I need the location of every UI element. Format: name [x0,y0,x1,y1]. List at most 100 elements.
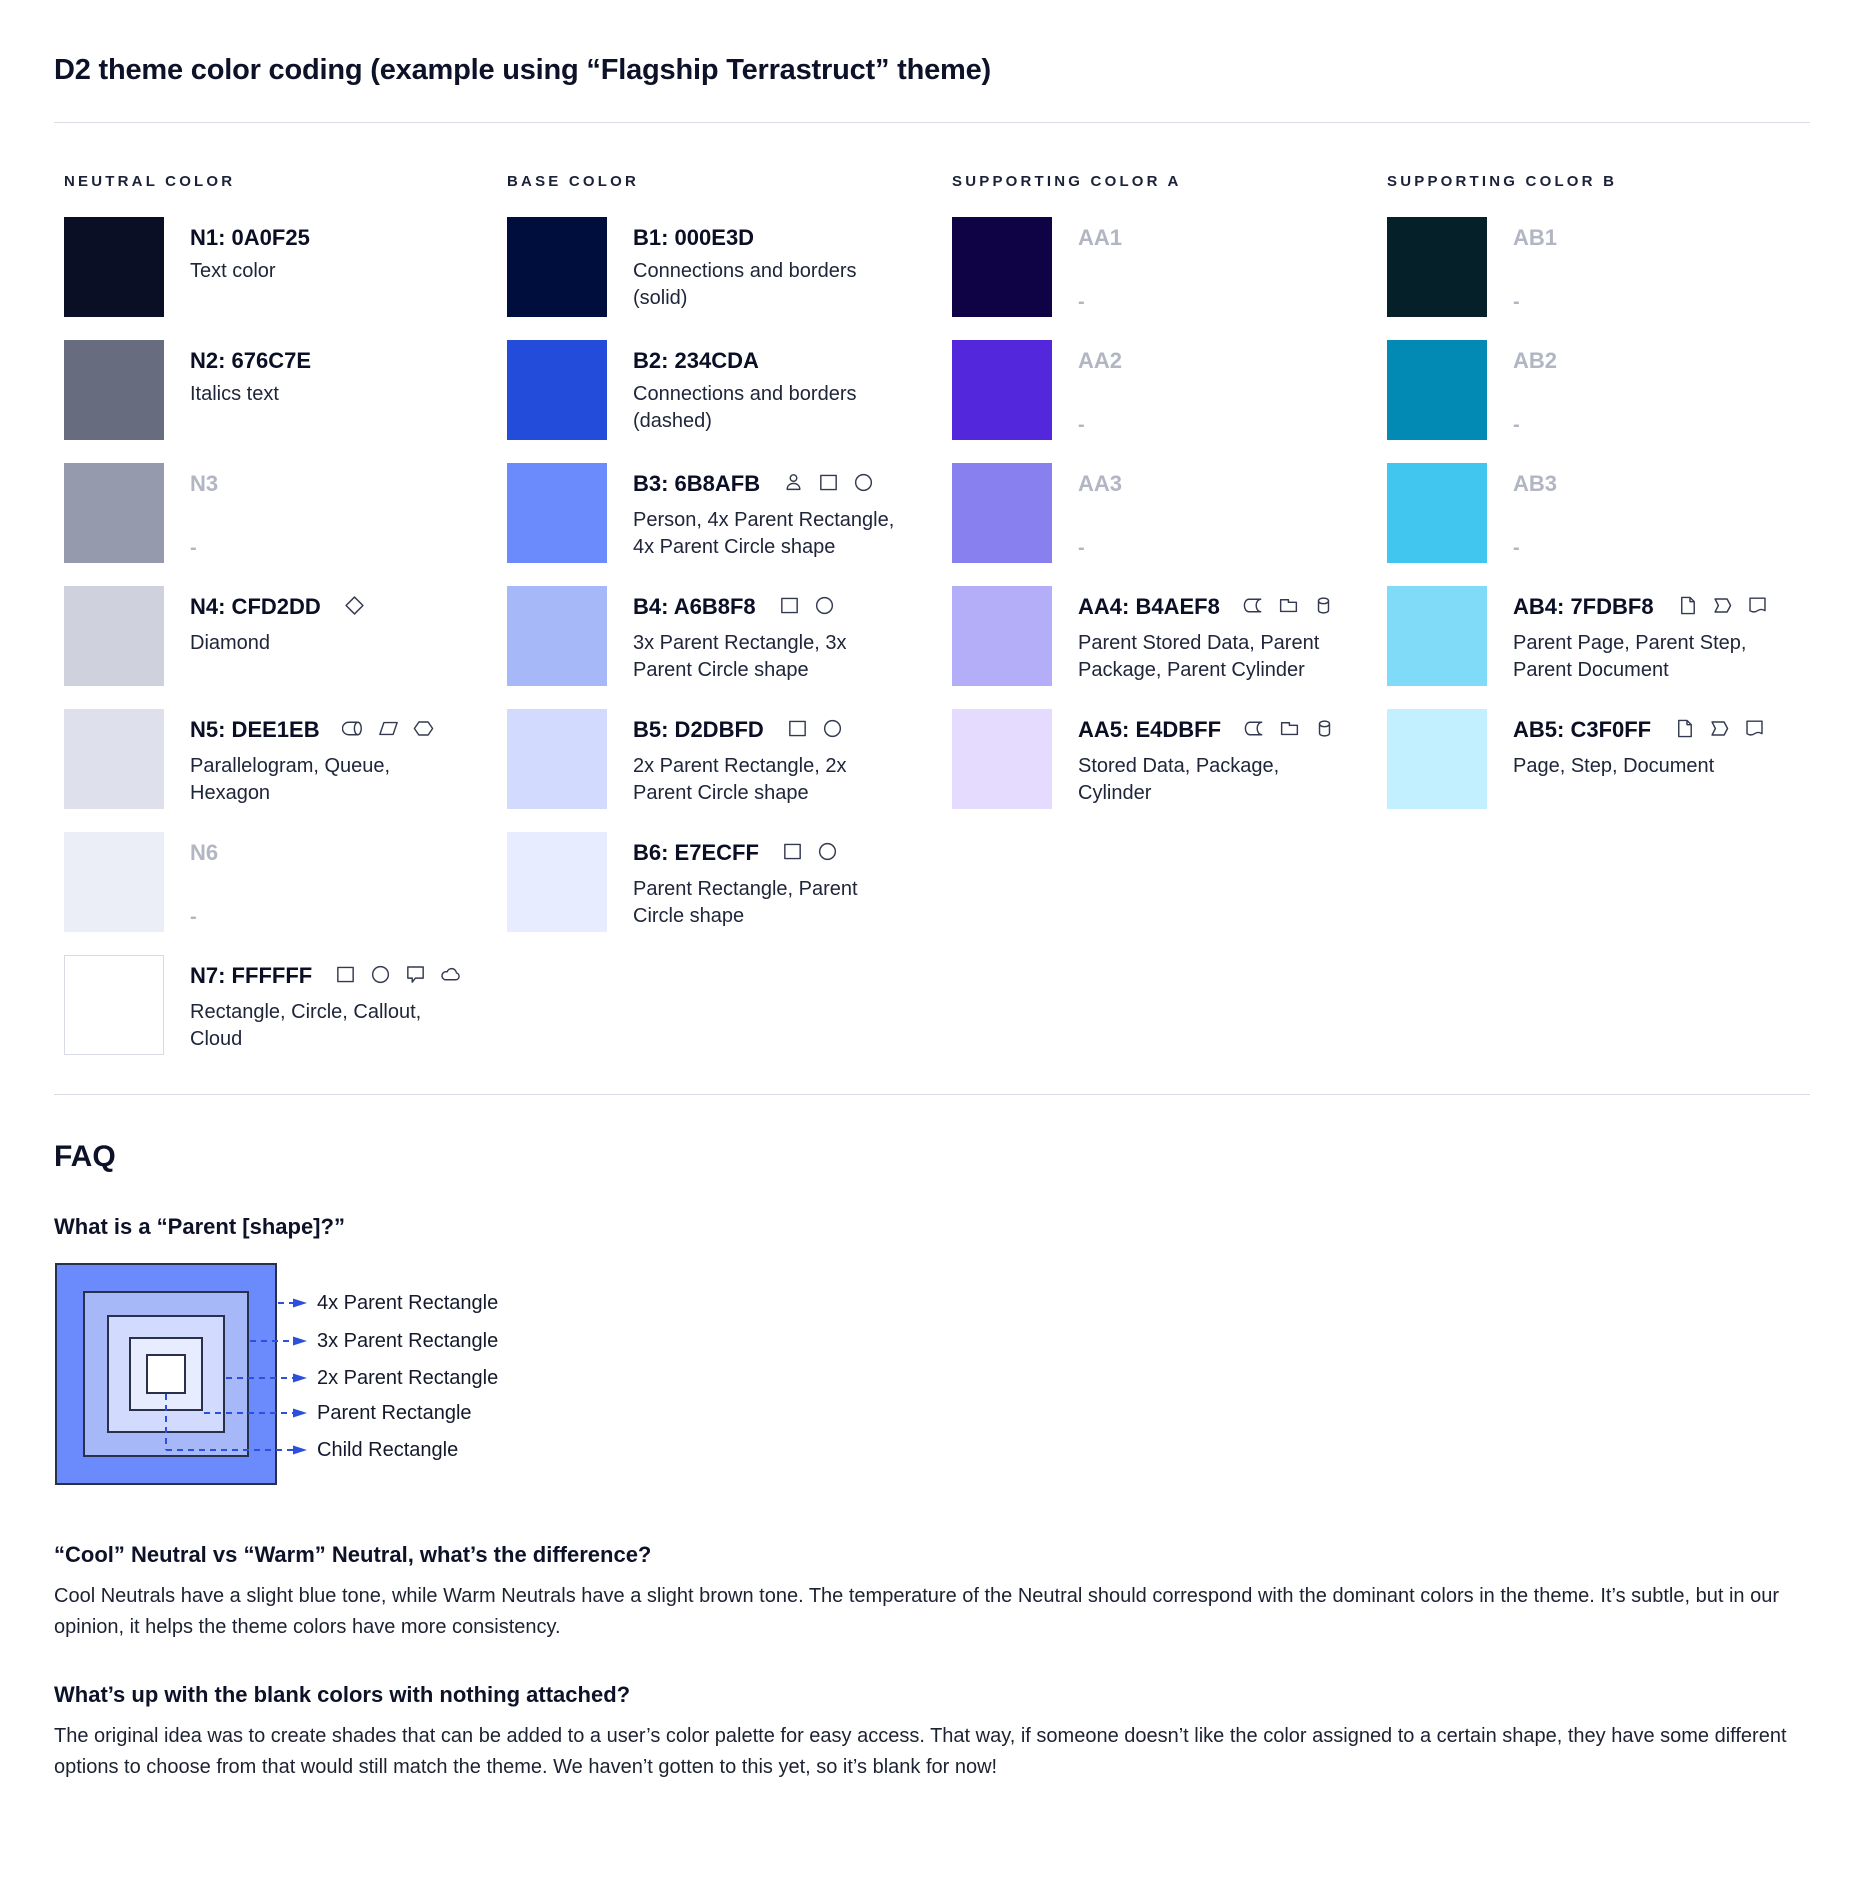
shape-icons [322,963,462,992]
palette-row: N4: CFD2DD Diamond [64,586,446,686]
palette-row: B6: E7ECFF Parent Rectangle, Parent Circl… [507,832,901,932]
diamond-icon [345,596,364,615]
circle-icon [855,473,873,492]
package-icon [1279,599,1297,613]
color-code-label: N1: 0A0F25 [190,225,310,250]
rectangle-icon [784,843,801,860]
shape-icons [331,594,366,623]
color-swatch [507,709,607,809]
color-code-label: B5: D2DBFD [633,717,764,742]
color-swatch [1387,340,1487,440]
color-usage-description: Parent Page, Parent Step, Parent Documen… [1513,632,1747,681]
color-swatch [64,586,164,686]
diagram-label: Child Rectangle [317,1439,459,1461]
shape-icons [1231,717,1336,746]
color-usage-description: - [1078,414,1085,436]
color-usage-description: - [1513,291,1520,313]
color-usage-description: - [1513,537,1520,559]
color-usage-description: Italics text [190,383,279,405]
color-usage-description: - [1513,414,1520,436]
color-code-label: AB4: 7FDBF8 [1513,594,1654,619]
palette-row: AA3 - [952,463,1332,563]
color-swatch [1387,709,1487,809]
color-swatch [952,586,1052,686]
package-icon [1280,722,1299,736]
rectangle-icon [337,966,355,983]
top-divider [54,122,1810,123]
palette-column: BASE COLOR B1: 000E3D Connections and bord… [507,173,901,955]
faq-heading: FAQ [54,1140,116,1173]
shape-icons [1230,594,1335,623]
color-code-label: AA4: B4AEF8 [1078,594,1220,619]
palette-row: AA2 - [952,340,1332,440]
color-code-label: AA5: E4DBFF [1078,717,1222,742]
color-usage-description: Diamond [190,632,271,654]
document-icon [1748,597,1766,613]
column-header: SUPPORTING COLOR B [1387,173,1618,190]
color-code-label: B4: A6B8F8 [633,594,756,619]
palette-row: N7: FFFFFF Rectangle, Circle, Callout, Cl… [64,955,460,1055]
palette-row: AA1 - [952,217,1332,317]
color-usage-description: Parallelogram, Queue, Hexagon [190,755,391,804]
hexagon-icon [413,721,433,736]
faq-question-cool-vs-warm: “Cool” Neutral vs “Warm” Neutral, what’s… [54,1542,652,1567]
color-usage-description: 2x Parent Rectangle, 2x Parent Circle sh… [633,755,847,804]
faq-answer-cool-vs-warm: Cool Neutrals have a slight blue tone, w… [54,1585,1779,1638]
faq-question-blank-colors: What’s up with the blank colors with not… [54,1682,631,1707]
diagram-label: 3x Parent Rectangle [317,1330,499,1352]
color-code-label: AA2 [1078,348,1123,373]
parallelogram-icon [378,721,398,736]
color-usage-description: - [1078,537,1085,559]
color-code-label: N5: DEE1EB [190,717,320,742]
column-header: NEUTRAL COLOR [64,173,236,190]
shape-icons [766,594,836,623]
diagram-label: Parent Rectangle [317,1402,472,1424]
color-usage-description: Parent Stored Data, Parent Package, Pare… [1078,632,1320,681]
color-code-label: N3 [190,471,219,496]
color-usage-description: Text color [190,260,276,282]
palette-row: N1: 0A0F25 Text color [64,217,446,317]
color-swatch [64,709,164,809]
palette-row: B5: D2DBFD 2x Parent Rectangle, 2x Parent… [507,709,901,809]
page-icon [1680,596,1695,615]
color-palette-grid: NEUTRAL COLOR N1: 0A0F25 Text color N2: 676… [54,173,1810,1056]
color-swatch [1387,463,1487,563]
palette-row: N2: 676C7E Italics text [64,340,446,440]
color-usage-description: Stored Data, Package, Cylinder [1078,755,1280,804]
bottom-divider [54,1094,1810,1095]
palette-row: N6 - [64,832,446,932]
column-header: BASE COLOR [507,173,640,190]
queue-icon [341,721,362,736]
color-swatch [64,832,164,932]
shape-icons [1664,594,1769,623]
palette-row: B2: 234CDA Connections and borders (dashe… [507,340,901,440]
stored-data-icon [1243,598,1262,613]
color-code-label: AB3 [1513,471,1558,496]
diagram-rectangle-level-5 [146,1354,186,1394]
shape-icons [770,471,875,500]
color-code-label: B2: 234CDA [633,348,759,373]
diagram-label: 2x Parent Rectangle [317,1367,499,1389]
cloud-icon [441,967,460,981]
shape-icons [774,717,844,746]
color-code-label: B1: 000E3D [633,225,755,250]
rectangle-icon [788,720,806,737]
palette-column: SUPPORTING COLOR A AA1 - AA2 - AA3 - AA4: B4AEF… [952,173,1332,832]
color-code-label: B3: 6B8AFB [633,471,761,496]
step-icon [1711,721,1729,736]
parent-shape-diagram: 4x Parent Rectangle 3x Parent Rectangle 2x… [55,1263,755,1493]
color-swatch [507,586,607,686]
cylinder-icon [1317,597,1330,614]
color-usage-description: Connections and borders (dashed) [633,383,857,432]
color-swatch [1387,586,1487,686]
palette-column: NEUTRAL COLOR N1: 0A0F25 Text color N2: 676… [64,173,460,1078]
page-icon [1678,719,1693,738]
color-swatch [64,463,164,563]
color-code-label: N4: CFD2DD [190,594,321,619]
color-usage-description: Person, 4x Parent Rectangle, 4x Parent C… [633,509,895,558]
color-usage-description: - [190,906,197,928]
page: D2 theme color coding (example using “Fl… [0,52,1864,1783]
color-code-label: N7: FFFFFF [190,963,313,988]
color-swatch [507,340,607,440]
stored-data-icon [1244,721,1263,736]
